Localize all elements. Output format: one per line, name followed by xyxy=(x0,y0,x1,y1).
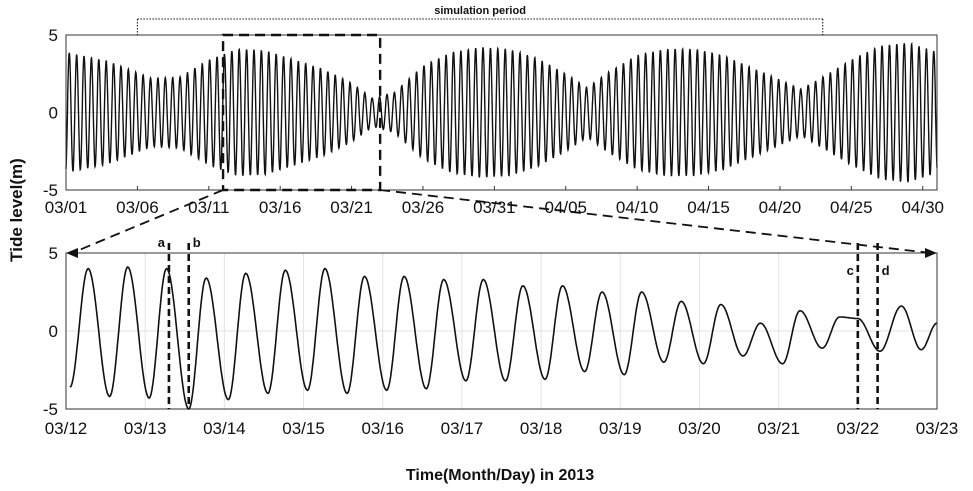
x-tick-label: 03/22 xyxy=(837,419,880,438)
bottom-panel: -5 0 5 03/12 03/13 03/14 03/15 03/16 03/17 03/18 0… xyxy=(43,235,958,438)
y-tick-label: 0 xyxy=(49,322,58,341)
x-tick-label: 03/18 xyxy=(520,419,563,438)
x-tick-label: 03/19 xyxy=(599,419,642,438)
x-tick-label: 03/12 xyxy=(45,419,88,438)
plot-frame xyxy=(65,34,938,191)
x-tick-label: 04/10 xyxy=(616,198,659,217)
x-tick-label: 03/16 xyxy=(259,198,302,217)
x-tick-label: 03/23 xyxy=(916,419,959,438)
y-tick-label: 5 xyxy=(49,244,58,263)
connector-right xyxy=(380,189,932,254)
x-tick-label: 04/30 xyxy=(901,198,944,217)
x-axis-label: Time(Month/Day) in 2013 xyxy=(406,467,594,484)
zoom-connectors xyxy=(66,189,937,258)
tide-series-line xyxy=(65,41,938,183)
marker-label-b: b xyxy=(193,235,201,250)
x-tick-label: 03/14 xyxy=(203,419,246,438)
x-tick-label: 03/15 xyxy=(282,419,325,438)
zoom-box xyxy=(221,33,382,192)
x-tick-label: 03/17 xyxy=(441,419,484,438)
marker-label-c: c xyxy=(847,263,854,278)
x-tick-label: 03/21 xyxy=(757,419,800,438)
y-tick-label: 0 xyxy=(49,104,58,123)
marker-label-a: a xyxy=(158,235,166,250)
x-tick-label: 03/20 xyxy=(678,419,721,438)
y-tick-label: 5 xyxy=(49,26,58,45)
connector-left xyxy=(71,189,224,254)
y-tick-label: -5 xyxy=(43,181,58,200)
x-tick-label: 04/05 xyxy=(544,198,587,217)
plot-frame xyxy=(65,252,938,410)
x-tick-label: 03/01 xyxy=(45,198,88,217)
marker-label-d: d xyxy=(882,263,890,278)
y-axis-label: Tide level(m) xyxy=(7,158,26,262)
x-tick-label: 03/26 xyxy=(402,198,445,217)
x-tick-label: 04/20 xyxy=(759,198,802,217)
x-tick-label: 03/11 xyxy=(188,198,229,217)
x-tick-label: 03/13 xyxy=(124,419,167,438)
x-tick-label: 03/06 xyxy=(116,198,159,217)
x-tick-label: 04/15 xyxy=(687,198,730,217)
y-tick-label: -5 xyxy=(43,400,58,419)
tide-series-line-zoom xyxy=(69,265,938,411)
arrowhead-right xyxy=(925,248,937,258)
simulation-period-label: simulation period xyxy=(434,5,526,17)
x-tick-label: 04/25 xyxy=(830,198,873,217)
x-tick-label: 03/16 xyxy=(361,419,404,438)
arrowhead-left xyxy=(66,248,78,258)
x-tick-label: 03/21 xyxy=(330,198,373,217)
